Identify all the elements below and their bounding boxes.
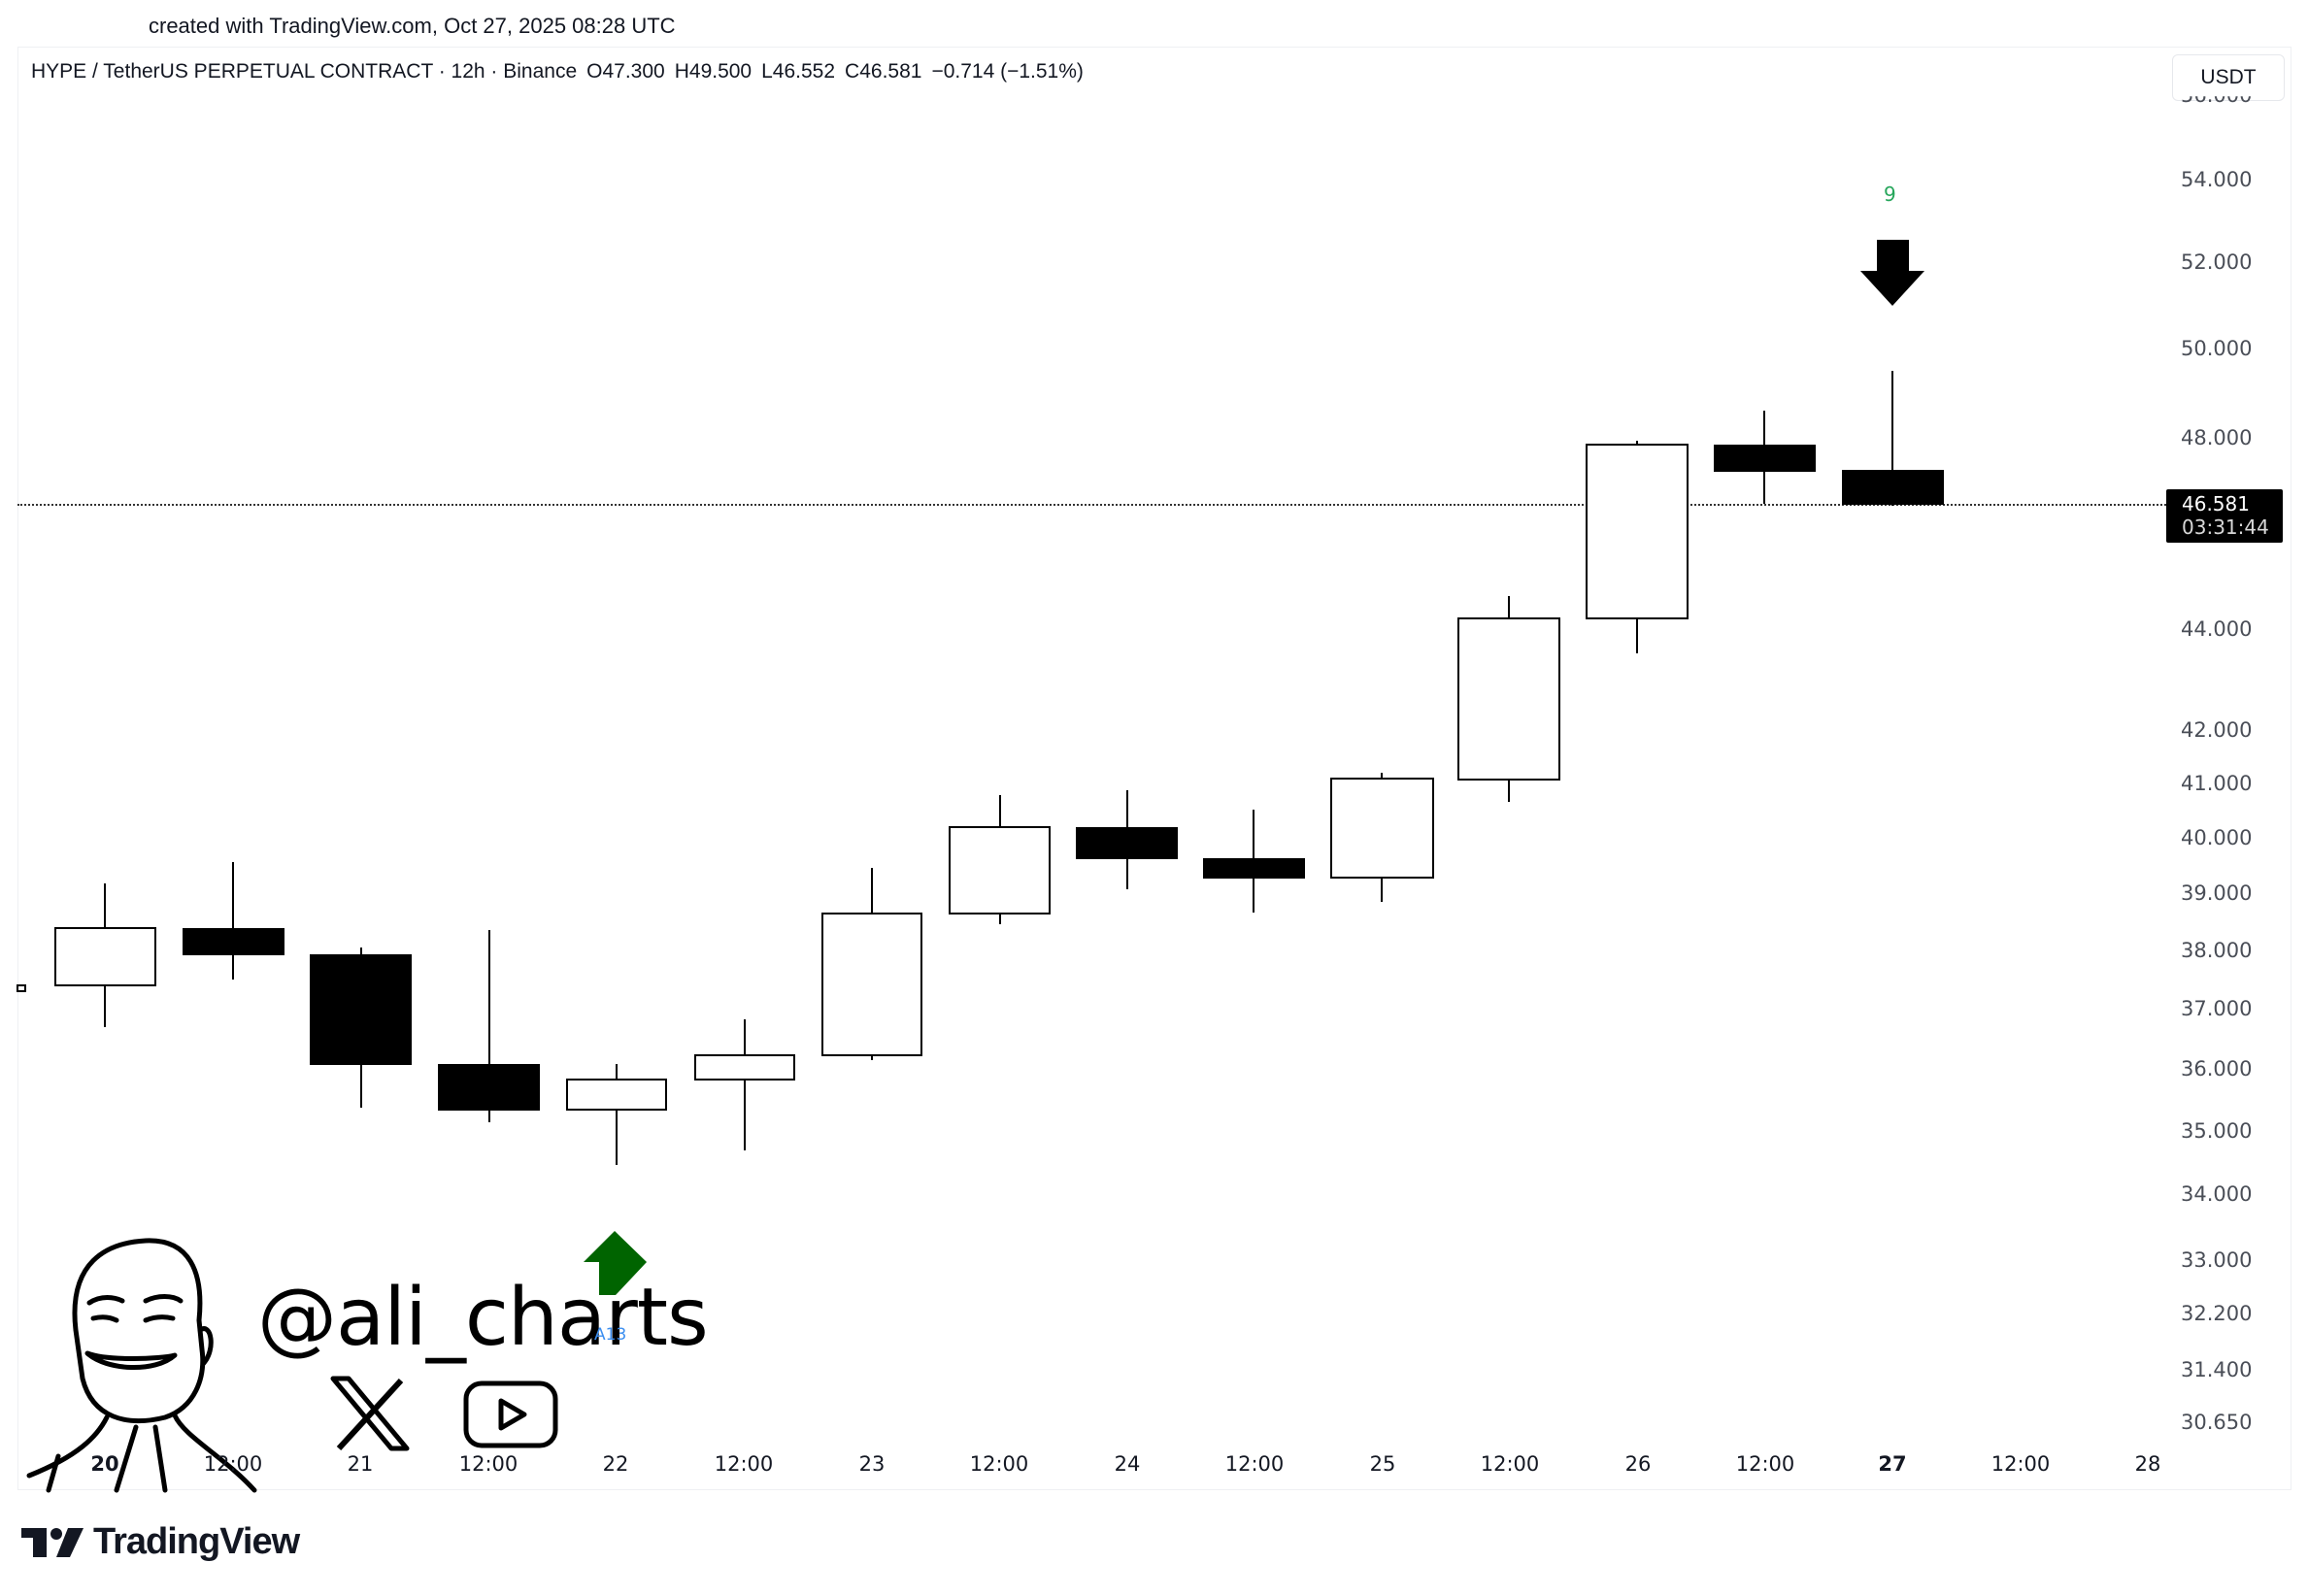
candle [566, 1064, 667, 1165]
candle [1457, 596, 1560, 802]
x-logo-icon [330, 1376, 410, 1451]
time-tick: 12:00 [1480, 1452, 1540, 1476]
created-with-caption: created with TradingView.com, Oct 27, 20… [149, 14, 676, 38]
ohlc-open: O47.300 [586, 60, 665, 83]
tradingview-logo-icon [21, 1527, 84, 1557]
tradingview-wordmark: TradingView [93, 1521, 300, 1562]
ohlc-low: L46.552 [761, 60, 836, 83]
time-tick: 12:00 [1990, 1452, 2051, 1476]
candle [821, 868, 922, 1060]
candle [694, 1019, 795, 1150]
time-tick: 28 [2134, 1452, 2161, 1476]
price-tick: 41.000 [2181, 772, 2253, 795]
sell-arrow-icon [1860, 240, 1924, 306]
price-tick: 30.650 [2181, 1411, 2253, 1434]
time-tick: 12:00 [714, 1452, 774, 1476]
youtube-icon [463, 1380, 558, 1448]
tradingview-logo[interactable]: TradingView [21, 1521, 300, 1563]
time-tick: 12:00 [1224, 1452, 1285, 1476]
buy-setup-count: A13 [594, 1325, 627, 1345]
watermark-handle: @ali_charts [257, 1272, 709, 1364]
time-tick: 21 [347, 1452, 374, 1476]
candle [183, 862, 284, 980]
last-price-line [17, 504, 2166, 506]
price-tick: 35.000 [2181, 1119, 2253, 1143]
price-tick: 36.000 [2181, 1057, 2253, 1081]
candle [1586, 441, 1689, 653]
candle [1076, 790, 1178, 889]
last-price-value: 46.581 [2182, 492, 2250, 515]
candle [949, 795, 1051, 924]
price-tick: 39.000 [2181, 881, 2253, 905]
currency-unit-button[interactable]: USDT [2172, 54, 2285, 101]
time-tick: 23 [858, 1452, 886, 1476]
buy-arrow-icon [584, 1231, 647, 1295]
price-tick: 33.000 [2181, 1248, 2253, 1272]
price-tick: 37.000 [2181, 997, 2253, 1020]
chart-pane[interactable] [17, 47, 2291, 1490]
time-tick: 20 [90, 1452, 119, 1476]
price-tick: 50.000 [2181, 337, 2253, 360]
price-tick: 32.200 [2181, 1302, 2253, 1325]
candle [1203, 810, 1305, 913]
price-tick: 40.000 [2181, 826, 2253, 849]
price-tick: 56.000 [2181, 96, 2252, 107]
time-tick: 24 [1114, 1452, 1141, 1476]
avatar-sketch [26, 1238, 257, 1493]
time-tick: 12:00 [458, 1452, 518, 1476]
price-tick: 34.000 [2181, 1182, 2253, 1206]
candle [54, 883, 156, 1027]
sell-setup-count: 9 [1884, 183, 1896, 206]
ohlc-high: H49.500 [674, 60, 753, 83]
time-tick: 12:00 [203, 1452, 263, 1476]
candle [1714, 411, 1816, 504]
price-tick: 42.000 [2181, 718, 2253, 742]
symbol-title[interactable]: HYPE / TetherUS PERPETUAL CONTRACT · 12h… [31, 60, 578, 83]
candle [1842, 371, 1944, 506]
price-tick: 44.000 [2181, 617, 2253, 641]
time-tick: 25 [1369, 1452, 1396, 1476]
time-tick: 26 [1624, 1452, 1652, 1476]
time-tick: 22 [602, 1452, 629, 1476]
time-tick: 12:00 [1735, 1452, 1795, 1476]
price-tick: 54.000 [2181, 168, 2253, 191]
price-tick: 31.400 [2181, 1358, 2253, 1381]
ohlc-close: C46.581 [845, 60, 922, 83]
price-tick: 48.000 [2181, 426, 2253, 449]
last-price-label: 46.581 03:31:44 [2166, 489, 2283, 543]
candle [438, 930, 540, 1122]
candle-partial [17, 984, 26, 992]
candle [1330, 773, 1434, 902]
price-tick: 38.000 [2181, 939, 2253, 962]
symbol-legend: HYPE / TetherUS PERPETUAL CONTRACT · 12h… [31, 60, 1093, 83]
bar-countdown: 03:31:44 [2182, 515, 2269, 539]
candle [310, 948, 412, 1108]
price-tick: 52.000 [2181, 250, 2253, 274]
ohlc-change: −0.714 (−1.51%) [931, 60, 1084, 83]
time-tick: 27 [1878, 1452, 1907, 1476]
time-tick: 12:00 [969, 1452, 1029, 1476]
